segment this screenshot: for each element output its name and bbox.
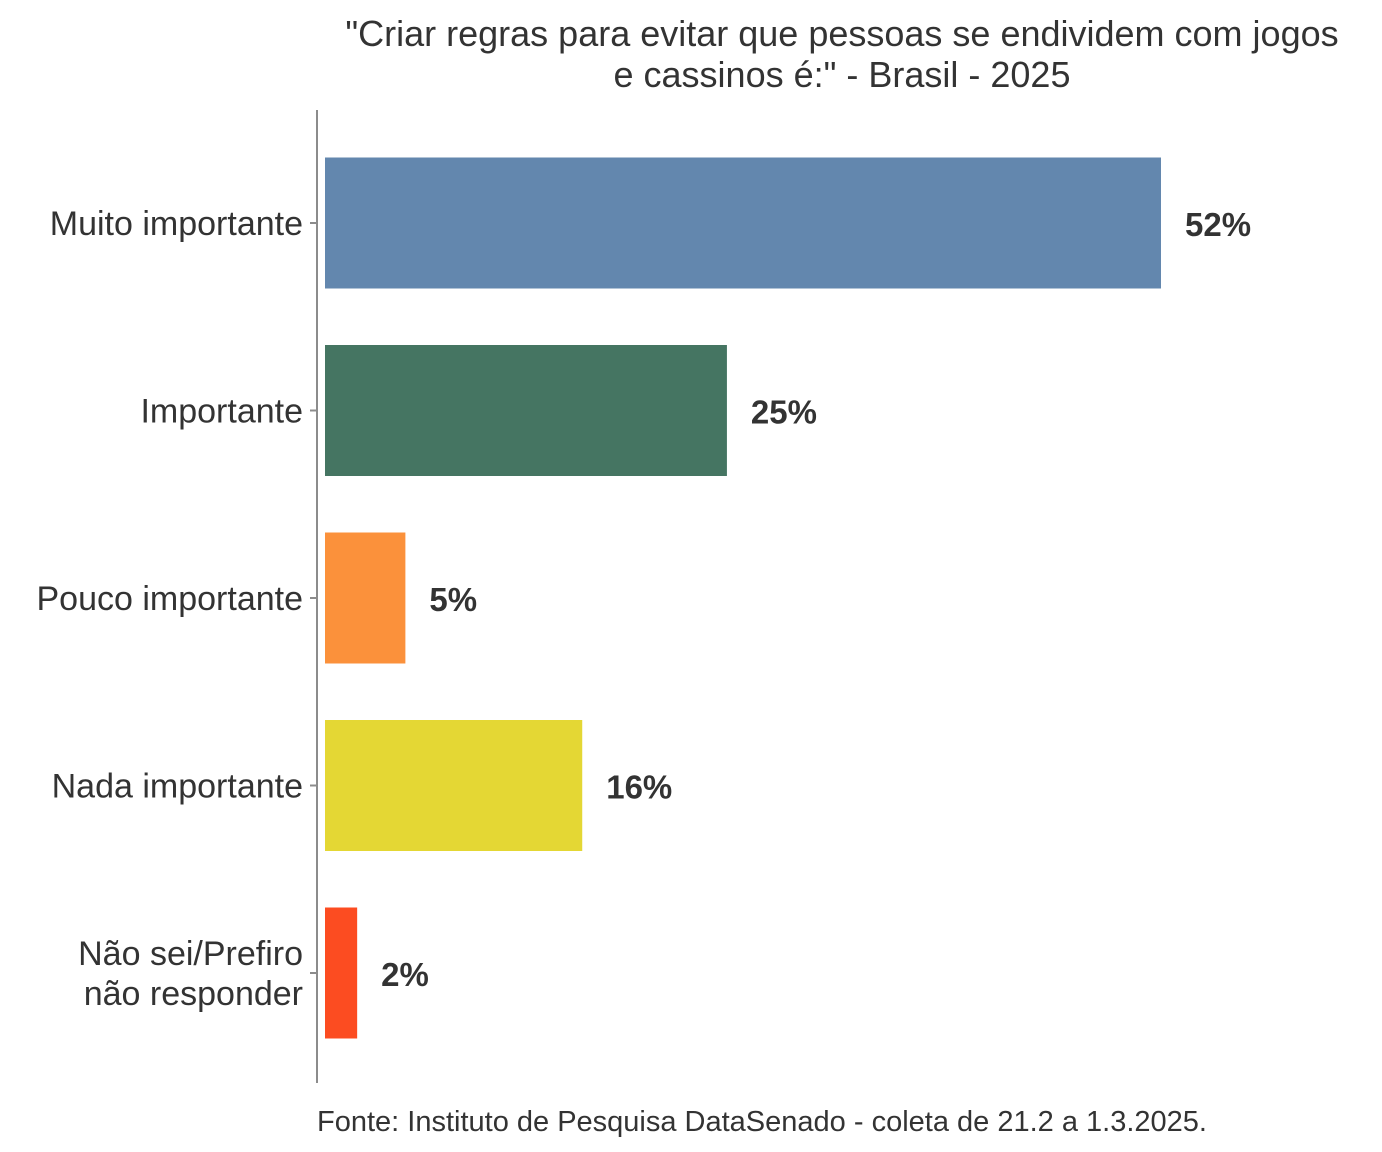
source-caption: Fonte: Instituto de Pesquisa DataSenado … [317, 1106, 1207, 1138]
bar [325, 532, 406, 664]
category-tick-label: Muito importante [50, 205, 303, 243]
category-tick-label: Não sei/Prefiro [78, 935, 303, 973]
chart-title: "Criar regras para evitar que pessoas se… [345, 13, 1338, 95]
chart-title-line: "Criar regras para evitar que pessoas se… [345, 13, 1338, 54]
bars: Muito importante 52% Importante 25% Pouco im… [37, 157, 1251, 1039]
category-tick-label: Nada importante [52, 768, 303, 806]
bar [325, 345, 727, 476]
bar-value-label: 16% [606, 769, 672, 806]
bar-value-label: 5% [429, 581, 477, 618]
bar-value-label: 52% [1185, 206, 1251, 243]
bar [325, 907, 358, 1039]
category-tick-label: Pouco importante [37, 580, 304, 618]
bar [325, 720, 583, 851]
bar-value-label: 25% [751, 394, 817, 431]
bar-value-label: 2% [381, 956, 429, 993]
category-tick-label: não responder [84, 975, 303, 1013]
bar [325, 157, 1161, 289]
category-tick-label: Importante [140, 393, 303, 431]
chart-title-line: e cassinos é:" - Brasil - 2025 [614, 54, 1071, 95]
